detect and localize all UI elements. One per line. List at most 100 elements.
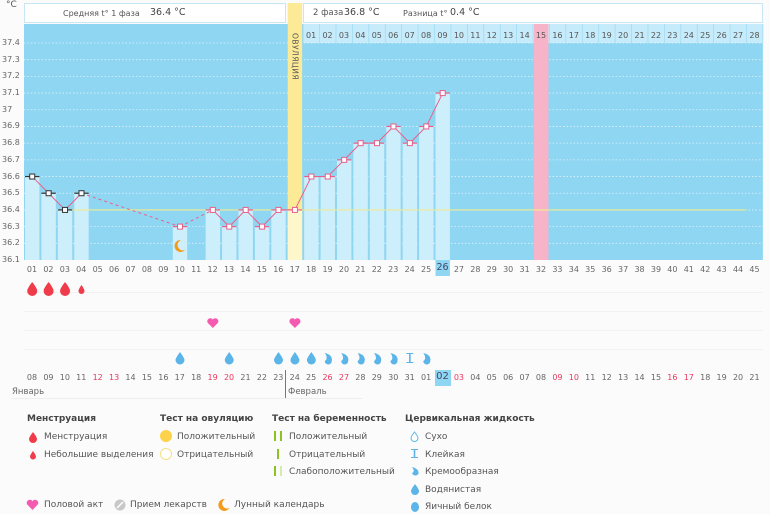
calendar-date[interactable]: 04 [470,373,481,382]
calendar-date[interactable]: 22 [256,373,267,382]
x-tick-label[interactable]: 28 [470,265,481,274]
calendar-date[interactable]: 15 [650,373,662,382]
spotting-drop-icon[interactable] [78,285,85,294]
menstruation-drop-icon[interactable] [27,282,38,296]
x-tick-label[interactable]: 44 [732,265,744,274]
x-tick-label[interactable]: 25 [420,265,432,274]
calendar-date[interactable]: 17 [683,373,694,382]
cervical-watery-icon[interactable] [175,352,185,365]
menstruation-drop-icon[interactable] [43,282,54,296]
x-tick-label[interactable]: 41 [683,265,694,274]
calendar-date[interactable]: 09 [552,373,563,382]
x-tick-label[interactable]: 14 [240,265,251,274]
calendar-date[interactable]: 21 [749,373,760,382]
cervical-watery-icon[interactable] [224,352,234,365]
x-tick-label[interactable]: 37 [618,265,629,274]
calendar-date[interactable]: 08 [26,373,38,382]
calendar-date[interactable]: 21 [240,373,251,382]
calendar-date[interactable]: 11 [585,373,596,382]
calendar-date[interactable]: 09 [43,373,54,382]
calendar-date[interactable]: 19 [207,373,218,382]
x-tick-label[interactable]: 11 [191,265,202,274]
calendar-date[interactable]: 18 [191,373,202,382]
calendar-date[interactable]: 23 [273,373,284,382]
x-tick-label[interactable]: 20 [338,265,350,274]
x-tick-label[interactable]: 31 [519,265,530,274]
x-tick-label[interactable]: 21 [355,265,366,274]
x-tick-label[interactable]: 39 [650,265,662,274]
calendar-date[interactable]: 31 [404,373,415,382]
menstruation-drop-icon[interactable] [60,282,71,296]
cervical-creamy-icon[interactable] [390,353,398,365]
calendar-date[interactable]: 24 [289,373,300,382]
x-tick-label[interactable]: 32 [535,265,547,274]
x-tick-label[interactable]: 22 [371,265,382,274]
x-tick-label[interactable]: 23 [388,265,399,274]
x-tick-label[interactable]: 43 [716,265,727,274]
x-tick-label[interactable]: 30 [503,265,514,274]
x-tick-label[interactable]: 01 [26,265,38,274]
calendar-date[interactable]: 14 [634,373,645,382]
x-tick-label[interactable]: 17 [289,265,300,274]
cervical-watery-icon[interactable] [274,352,284,365]
calendar-date[interactable]: 25 [306,373,317,382]
x-tick-label[interactable]: 03 [59,265,70,274]
cervical-creamy-icon[interactable] [341,353,349,365]
calendar-date[interactable]: 18 [700,373,711,382]
calendar-date[interactable]: 03 [453,373,464,382]
calendar-date[interactable]: 07 [519,373,530,382]
x-tick-label[interactable]: 36 [601,265,612,274]
marker-row-divider[interactable] [24,349,763,350]
x-tick-label[interactable]: 04 [76,265,87,274]
calendar-date[interactable]: 12 [92,373,103,382]
x-tick-label[interactable]: 10 [174,265,185,274]
calendar-date[interactable]: 26 [322,373,333,382]
marker-row-divider[interactable] [24,311,763,312]
intercourse-heart-icon[interactable] [289,318,301,328]
calendar-date[interactable]: 13 [618,373,629,382]
calendar-date[interactable]: 19 [716,373,727,382]
x-tick-label[interactable]: 12 [207,265,218,274]
x-tick-label[interactable]: 08 [141,265,153,274]
x-tick-label[interactable]: 07 [125,265,136,274]
x-tick-label[interactable]: 19 [322,265,333,274]
x-tick-label[interactable]: 35 [585,265,596,274]
calendar-date[interactable]: 16 [158,373,169,382]
cervical-creamy-icon[interactable] [374,353,382,365]
cervical-watery-icon[interactable] [290,352,300,365]
calendar-date[interactable]: 05 [486,373,497,382]
x-tick-label[interactable]: 33 [552,265,563,274]
x-tick-label[interactable]: 42 [700,265,711,274]
x-tick-label[interactable]: 26 [436,262,449,273]
x-tick-label[interactable]: 38 [634,265,645,274]
cervical-sticky-icon[interactable] [406,353,414,363]
intercourse-heart-icon[interactable] [207,318,219,328]
calendar-date[interactable]: 16 [667,373,678,382]
x-tick-label[interactable]: 16 [273,265,284,274]
x-tick-label[interactable]: 13 [223,265,235,274]
calendar-date[interactable]: 12 [601,373,612,382]
x-tick-label[interactable]: 34 [568,265,579,274]
calendar-date[interactable]: 27 [338,373,350,382]
calendar-date[interactable]: 15 [141,373,153,382]
cervical-creamy-icon[interactable] [357,353,365,365]
calendar-date[interactable]: 01 [420,373,432,382]
x-tick-label[interactable]: 09 [158,265,169,274]
calendar-date[interactable]: 08 [535,373,547,382]
marker-row-divider[interactable] [24,330,763,331]
x-tick-label[interactable]: 40 [667,265,678,274]
calendar-date[interactable]: 20 [223,373,235,382]
x-tick-label[interactable]: 06 [109,265,120,274]
x-tick-label[interactable]: 05 [92,265,103,274]
cervical-watery-icon[interactable] [306,352,316,365]
calendar-date[interactable]: 13 [109,373,120,382]
cervical-creamy-icon[interactable] [324,353,332,365]
marker-row-divider[interactable] [24,292,763,293]
calendar-date[interactable]: 20 [732,373,744,382]
x-tick-label[interactable]: 27 [453,265,464,274]
calendar-date[interactable]: 30 [388,373,399,382]
x-tick-label[interactable]: 45 [749,265,760,274]
calendar-date[interactable]: 11 [76,373,87,382]
calendar-date[interactable]: 10 [568,373,579,382]
calendar-date[interactable]: 06 [503,373,514,382]
